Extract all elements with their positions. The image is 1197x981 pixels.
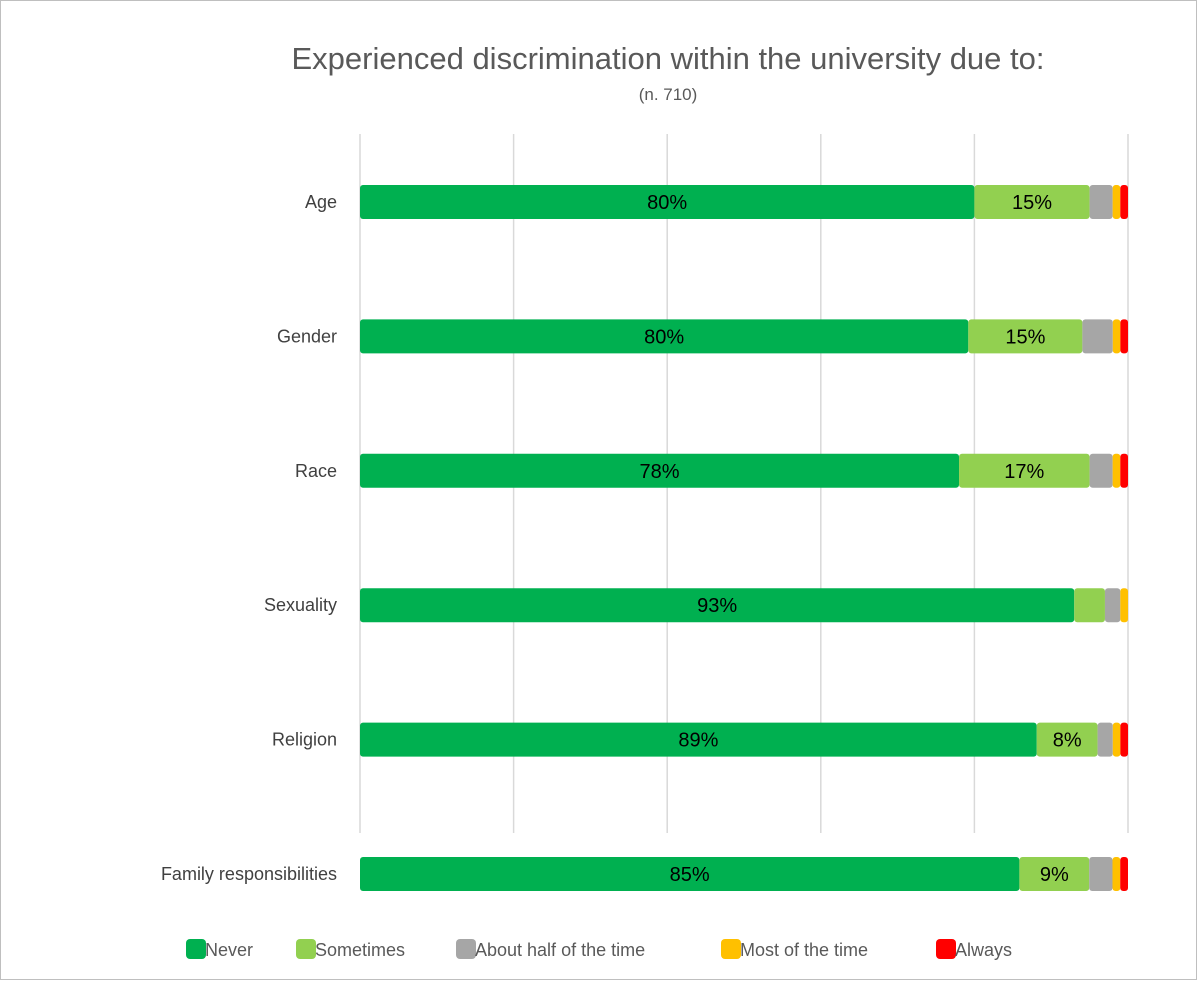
legend-item: About half of the time xyxy=(456,939,645,960)
bar-segment xyxy=(1097,722,1113,757)
bar-segment xyxy=(1120,857,1128,891)
bar-segment xyxy=(1120,722,1128,757)
legend-swatch xyxy=(721,939,741,959)
bar-segment xyxy=(1074,588,1105,623)
legend: Never Sometimes About half of the time Most… xyxy=(186,939,1012,960)
bar-row: 80% 15% xyxy=(360,185,1128,219)
data-label: 85% xyxy=(670,864,710,886)
bar-row: 80% 15% xyxy=(360,319,1128,354)
bar-segment xyxy=(1120,453,1128,488)
data-label: 15% xyxy=(1012,192,1052,214)
bar-segment xyxy=(1112,319,1121,354)
category-labels: Age Gender Race Sexuality Religion Family res… xyxy=(161,192,337,884)
bar-segment xyxy=(974,185,1090,219)
bar-row: 85% 9% xyxy=(360,857,1128,891)
bar-segment xyxy=(1082,319,1113,354)
chart-title: Experienced discrimination within the un… xyxy=(292,41,1045,76)
bar-row: 78% 17% xyxy=(360,453,1128,488)
category-label: Religion xyxy=(272,730,337,750)
legend-swatch xyxy=(296,939,316,959)
legend-swatch xyxy=(186,939,206,959)
category-label: Race xyxy=(295,461,337,481)
bar-segment xyxy=(1120,319,1128,354)
bar-segment xyxy=(1120,185,1128,219)
data-label: 8% xyxy=(1053,730,1082,752)
legend-label: Never xyxy=(205,940,253,960)
bar-segment xyxy=(968,319,1083,354)
bar-segment xyxy=(360,453,960,488)
data-label: 78% xyxy=(640,461,680,483)
category-label: Gender xyxy=(277,326,337,346)
bar-segment xyxy=(1104,588,1121,623)
data-label: 93% xyxy=(697,595,737,617)
bar-segment xyxy=(1089,185,1113,219)
data-label: 9% xyxy=(1040,864,1069,886)
legend-label: About half of the time xyxy=(475,940,645,960)
bar-segment xyxy=(1112,185,1121,219)
legend-item: Most of the time xyxy=(721,939,868,960)
legend-label: Sometimes xyxy=(315,940,405,960)
legend-item: Sometimes xyxy=(296,939,405,960)
bar-segment xyxy=(360,319,969,354)
bar-segment xyxy=(1112,857,1121,891)
chart-subtitle: (n. 710) xyxy=(639,85,698,104)
data-label: 80% xyxy=(644,326,684,348)
legend-swatch xyxy=(936,939,956,959)
bar-segment xyxy=(959,453,1090,488)
legend-label: Always xyxy=(955,940,1012,960)
bar-segment xyxy=(1120,588,1128,623)
data-label: 89% xyxy=(678,730,718,752)
bar-segment xyxy=(360,722,1037,757)
data-label: 17% xyxy=(1004,461,1044,483)
category-label: Age xyxy=(305,192,337,212)
category-label: Family responsibilities xyxy=(161,864,337,884)
bar-row: 93% xyxy=(360,588,1128,623)
bar-segment xyxy=(360,588,1075,623)
legend-swatch xyxy=(456,939,476,959)
legend-item: Never xyxy=(186,939,253,960)
bar-segment xyxy=(360,185,975,219)
data-label: 15% xyxy=(1005,326,1045,348)
bar-segment xyxy=(1036,722,1098,757)
bar-segment xyxy=(1019,857,1090,891)
bar-segment xyxy=(1112,722,1121,757)
bar-segment xyxy=(1089,453,1113,488)
bars: 80% 15% 80% 15% 78% 17% 93% 89% 8% 85% 9% xyxy=(360,185,1128,891)
bar-segment xyxy=(1089,857,1113,891)
bar-segment xyxy=(360,857,1020,891)
bar-segment xyxy=(1112,453,1121,488)
legend-label: Most of the time xyxy=(740,940,868,960)
bar-row: 89% 8% xyxy=(360,722,1128,757)
data-label: 80% xyxy=(647,192,687,214)
legend-item: Always xyxy=(936,939,1012,960)
category-label: Sexuality xyxy=(264,595,337,615)
